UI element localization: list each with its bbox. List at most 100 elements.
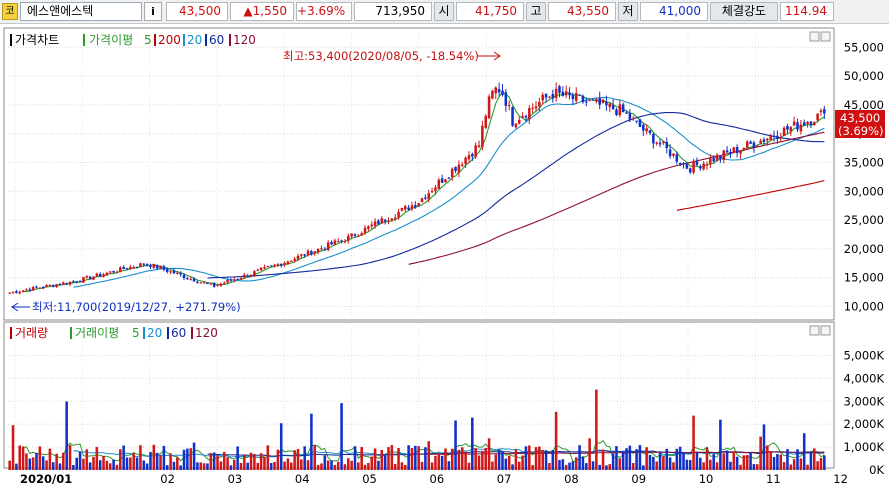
candle-body — [192, 278, 196, 282]
candle-body — [397, 211, 400, 218]
volume-bar — [296, 448, 300, 470]
candle-body — [357, 235, 360, 237]
stock-chart[interactable]: 55,00050,00045,00040,00035,00030,00025,0… — [0, 24, 889, 488]
candle-body — [41, 286, 45, 288]
candle-body — [236, 278, 239, 280]
candle-body — [222, 282, 226, 284]
candle-body — [347, 235, 350, 241]
volume-bar — [350, 460, 353, 470]
candle-body — [658, 142, 662, 145]
open-price: 41,750 — [456, 2, 524, 21]
volume-bar — [72, 465, 75, 470]
candle-body — [481, 125, 484, 147]
candle-body — [789, 127, 793, 132]
ma60-line — [207, 111, 825, 279]
legend-ma60: 60 — [209, 33, 224, 47]
candle-body — [300, 254, 303, 256]
candle-body — [172, 270, 176, 274]
candle-body — [199, 282, 203, 284]
candle-body — [279, 263, 283, 266]
candle-body — [786, 126, 789, 130]
candle-body — [430, 191, 434, 193]
candle-body — [699, 166, 702, 169]
volume-bar — [286, 458, 290, 470]
candle-body — [420, 198, 424, 203]
volume-bar — [152, 444, 156, 470]
candle-body — [162, 266, 166, 270]
volume-bar — [799, 458, 803, 470]
volume-bar — [219, 461, 223, 470]
stock-name-input[interactable]: 에스앤에스텍 — [20, 2, 142, 21]
strength-value: 114.94 — [780, 2, 834, 21]
volume-bar — [437, 453, 441, 470]
volume-bar — [809, 451, 813, 470]
candle-body — [598, 97, 601, 105]
volume-axis: 5,000K 4,000K 3,000K 2,000K 1,000K 0K — [844, 348, 885, 477]
candle-body — [202, 282, 206, 284]
candle-body — [762, 139, 766, 142]
candle-body — [125, 268, 129, 270]
ma20-line — [73, 96, 825, 288]
volume-bar — [601, 449, 605, 470]
volume-bar — [695, 453, 699, 470]
volume-bar — [202, 463, 206, 470]
candle-body — [383, 219, 387, 222]
candle-body — [648, 130, 652, 133]
price-tick-label: 25,000 — [844, 213, 884, 227]
volume-panel-maximize-button[interactable] — [820, 325, 831, 336]
legend-ma-period: 5 — [144, 33, 152, 47]
volume-bar — [823, 455, 826, 470]
candle-body — [55, 284, 58, 287]
candle-body — [709, 158, 712, 164]
volume-bar — [65, 401, 68, 470]
price-panel-maximize-button[interactable] — [820, 31, 831, 42]
market-selector-button[interactable]: 코 — [2, 3, 18, 20]
price-panel-minimize-button[interactable] — [809, 31, 820, 42]
volume-bar — [38, 446, 42, 470]
price-tick-label: 20,000 — [844, 242, 884, 256]
low-label: 저 — [618, 2, 638, 21]
candle-body — [68, 281, 72, 285]
candle-body — [424, 197, 427, 199]
volume-bar — [155, 452, 159, 470]
volume-bar — [129, 457, 132, 470]
volume-legend-ma120: 120 — [195, 326, 218, 340]
candle-body — [732, 147, 736, 153]
candle-body — [685, 164, 689, 169]
volume-bar — [290, 462, 293, 470]
candle-body — [246, 275, 249, 277]
candle-body — [729, 151, 732, 154]
candle-body — [635, 120, 638, 122]
volume-bar — [88, 462, 92, 470]
candle-body — [796, 122, 799, 130]
volume-bar — [631, 463, 635, 470]
volume-bar — [35, 452, 38, 470]
info-button[interactable]: i — [144, 2, 162, 21]
volume-bar — [92, 456, 95, 470]
volume-bar — [330, 460, 333, 470]
candle-body — [605, 101, 608, 106]
candle-body — [65, 283, 68, 285]
volume-bar — [347, 458, 350, 470]
volume-bar — [233, 459, 236, 470]
volume-panel-minimize-button[interactable] — [809, 325, 820, 336]
volume-bar — [326, 460, 330, 470]
date-axis-label: 10 — [699, 472, 714, 486]
candle-body — [92, 276, 95, 280]
price-tick-label: 35,000 — [844, 155, 884, 169]
candle-body — [367, 226, 370, 229]
volume-bar — [497, 449, 501, 470]
volume-bar — [316, 464, 320, 470]
strength-label: 체결강도 — [710, 2, 778, 21]
candle-body — [196, 281, 199, 283]
candle-body — [179, 273, 182, 275]
volume-bar — [491, 461, 494, 470]
volume-tick-label: 5,000K — [844, 348, 885, 362]
volume-bar — [779, 454, 783, 470]
volume-bar — [186, 448, 189, 470]
volume-bar — [269, 463, 273, 470]
volume-legend: 거래량 거래이평 5 20 60 120 — [10, 326, 218, 340]
trade-volume: 713,950 — [354, 2, 432, 21]
candle-body — [336, 240, 340, 242]
volume-bar — [581, 456, 585, 470]
